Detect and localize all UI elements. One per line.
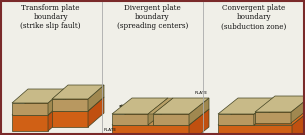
- Polygon shape: [218, 98, 274, 114]
- Polygon shape: [148, 98, 168, 125]
- Polygon shape: [12, 115, 48, 131]
- Polygon shape: [189, 109, 209, 135]
- Polygon shape: [254, 112, 256, 125]
- Polygon shape: [291, 96, 305, 123]
- Polygon shape: [148, 98, 173, 114]
- Polygon shape: [48, 89, 64, 115]
- Polygon shape: [52, 99, 88, 111]
- Text: Convergent plate
boundary
(subduction zone): Convergent plate boundary (subduction zo…: [221, 4, 287, 30]
- Polygon shape: [255, 112, 291, 123]
- Polygon shape: [52, 85, 104, 99]
- Polygon shape: [148, 114, 153, 125]
- Polygon shape: [112, 109, 209, 125]
- Polygon shape: [255, 96, 305, 112]
- Polygon shape: [12, 101, 64, 115]
- Polygon shape: [88, 97, 104, 127]
- Polygon shape: [153, 114, 189, 125]
- Polygon shape: [218, 114, 254, 125]
- Polygon shape: [12, 103, 48, 115]
- Polygon shape: [189, 98, 209, 125]
- Polygon shape: [112, 98, 168, 114]
- Text: Transform plate
boundary
(strike slip fault): Transform plate boundary (strike slip fa…: [20, 4, 81, 30]
- Polygon shape: [218, 125, 292, 135]
- Text: PLATE: PLATE: [104, 114, 130, 132]
- Polygon shape: [52, 97, 104, 111]
- Text: Divergent plate
boundary
(spreading centers): Divergent plate boundary (spreading cent…: [117, 4, 188, 30]
- Polygon shape: [112, 114, 148, 125]
- Polygon shape: [88, 85, 104, 111]
- Polygon shape: [218, 109, 305, 125]
- Polygon shape: [112, 125, 189, 135]
- Polygon shape: [48, 101, 64, 131]
- Polygon shape: [153, 98, 209, 114]
- Polygon shape: [292, 109, 305, 135]
- Text: PLATE: PLATE: [191, 91, 208, 100]
- Polygon shape: [254, 98, 274, 125]
- Polygon shape: [52, 111, 88, 127]
- Polygon shape: [12, 89, 64, 103]
